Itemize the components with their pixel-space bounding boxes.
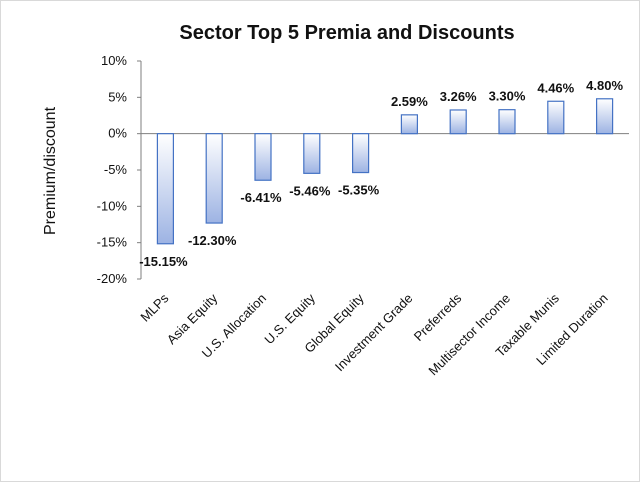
- data-label: 3.30%: [489, 89, 526, 104]
- bar: [352, 133, 370, 174]
- category-label: Multisector Income: [425, 291, 513, 379]
- y-ticks: 10% 5% 0% -5% -10% -15% -20%: [97, 53, 141, 286]
- bar: [156, 133, 174, 245]
- data-label: 2.59%: [391, 94, 428, 109]
- data-label: -5.35%: [338, 183, 380, 198]
- y-axis-label: Premium/discount: [42, 106, 59, 235]
- bar: [498, 109, 516, 135]
- data-label: 4.46%: [537, 80, 574, 95]
- bar: [547, 100, 565, 135]
- data-label: -6.41%: [240, 190, 282, 205]
- data-label: -5.46%: [289, 183, 331, 198]
- bar: [303, 133, 321, 174]
- y-tick-label: -5%: [104, 162, 128, 177]
- data-label: 3.26%: [440, 89, 477, 104]
- y-tick-label: 10%: [101, 53, 127, 68]
- chart-title: Sector Top 5 Premia and Discounts: [179, 22, 514, 44]
- bar: [449, 109, 467, 135]
- bar: [595, 98, 614, 135]
- y-tick-label: 0%: [108, 126, 127, 141]
- y-tick-label: -10%: [97, 198, 128, 213]
- bar: [254, 133, 272, 181]
- bar: [400, 114, 418, 135]
- bars: [156, 98, 614, 245]
- data-label: -12.30%: [188, 233, 237, 248]
- bar: [205, 133, 223, 224]
- category-label: MLPs: [137, 290, 171, 324]
- data-labels: -15.15%-12.30% -6.41% -5.46% -5.35% 2.59% 3.2…: [139, 78, 623, 269]
- y-tick-label: 5%: [108, 89, 127, 104]
- y-tick-label: -15%: [97, 235, 128, 250]
- data-label: 4.80%: [586, 78, 623, 93]
- y-tick-label: -20%: [97, 271, 128, 286]
- data-label: -15.15%: [139, 254, 188, 269]
